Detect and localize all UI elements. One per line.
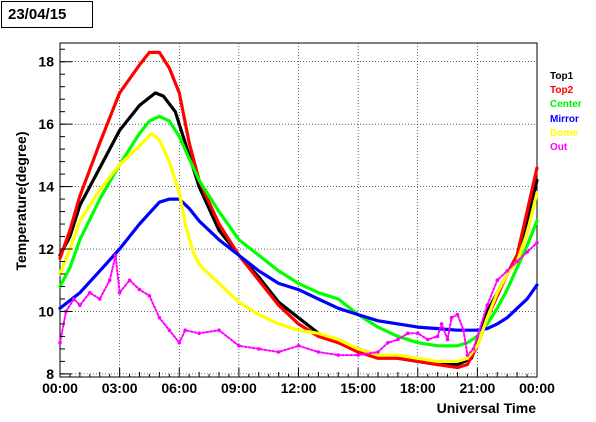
- y-tick-label: 10: [38, 303, 54, 319]
- series-point-out: [495, 278, 500, 283]
- series-point-out: [396, 337, 400, 342]
- x-tick-label: 06:00: [161, 380, 197, 396]
- series-point-out: [425, 337, 430, 342]
- series-point-out: [356, 353, 360, 357]
- series-point-out: [257, 347, 261, 351]
- x-tick-label: 12:00: [281, 380, 317, 396]
- series-point-out: [406, 331, 410, 336]
- series-point-out: [435, 334, 440, 339]
- y-tick-label: 12: [38, 241, 54, 257]
- series-line-out: [59, 241, 538, 357]
- series-point-out: [177, 340, 182, 345]
- series-line-dome: [58, 131, 539, 363]
- series-line-mirror: [58, 197, 539, 332]
- y-tick-label: 8: [46, 366, 54, 382]
- legend-item-out: Out: [550, 142, 568, 154]
- x-tick-label: 21:00: [459, 380, 495, 396]
- series-point-out: [386, 340, 390, 345]
- y-axis-title: Temperature(degree): [13, 131, 29, 270]
- series-point-out: [416, 331, 420, 336]
- series-point-out: [316, 350, 321, 354]
- series-point-out: [376, 350, 380, 354]
- plot-frame: [59, 42, 538, 378]
- legend-item-mirror: Mirror: [550, 113, 579, 125]
- legend-item-top1: Top1: [550, 71, 574, 82]
- series-point-out: [465, 353, 470, 357]
- series-point-out: [98, 297, 102, 301]
- series-point-out: [475, 334, 480, 339]
- x-axis-title: Universal Time: [437, 400, 537, 416]
- series-point-out: [183, 328, 187, 333]
- series-point-out: [535, 241, 539, 245]
- date-label: 23/04/15: [1, 1, 93, 28]
- y-tick-label: 18: [38, 54, 54, 70]
- x-tick-label: 18:00: [400, 380, 436, 396]
- series-point-out: [525, 250, 529, 254]
- series-point-out: [485, 303, 490, 308]
- series-point-out: [296, 344, 301, 348]
- series-point-out: [137, 287, 142, 292]
- x-tick-label: 03:00: [102, 380, 138, 396]
- series-point-out: [127, 278, 132, 283]
- tick-labels: 00:00 03:00 06:00 09:00 12:00 15:00 18:00 21:00…: [38, 54, 555, 396]
- series-point-out: [78, 303, 82, 308]
- x-tick-label: 00:00: [42, 380, 78, 396]
- series-point-out: [72, 297, 76, 301]
- series-point-out: [88, 290, 92, 295]
- series-point-out: [113, 253, 118, 258]
- series-point-out: [449, 315, 454, 320]
- series-layer: [58, 50, 539, 370]
- series-point-out: [117, 290, 122, 295]
- series-point-out: [276, 350, 281, 354]
- series-point-out: [217, 328, 221, 333]
- legend-item-dome: Dome: [550, 127, 578, 139]
- series-point-out: [471, 347, 476, 351]
- series-point-out: [157, 315, 162, 320]
- axis-ticks: [59, 48, 538, 377]
- series-point-out: [237, 344, 241, 348]
- series-point-out: [445, 337, 450, 342]
- series-point-out: [505, 269, 510, 273]
- x-tick-label: 00:00: [519, 380, 555, 396]
- legend: Top1 Top2 Center Mirror Dome Out: [550, 70, 582, 155]
- series-point-out: [107, 278, 112, 283]
- series-point-out: [58, 340, 62, 345]
- x-tick-label: 15:00: [340, 380, 376, 396]
- x-tick-label: 09:00: [221, 380, 257, 396]
- series-point-out: [455, 312, 460, 317]
- legend-item-top2: Top2: [550, 85, 574, 97]
- series-point-out: [197, 331, 201, 336]
- legend-item-center: Center: [550, 99, 582, 111]
- y-tick-label: 14: [38, 179, 54, 195]
- series-point-out: [147, 294, 152, 298]
- y-tick-label: 16: [38, 116, 54, 132]
- series-point-out: [336, 353, 341, 357]
- series-point-out: [461, 328, 466, 333]
- series-point-out: [439, 322, 444, 326]
- series-line-top1: [58, 91, 539, 367]
- series-point-out: [515, 259, 519, 264]
- series-point-out: [167, 328, 172, 333]
